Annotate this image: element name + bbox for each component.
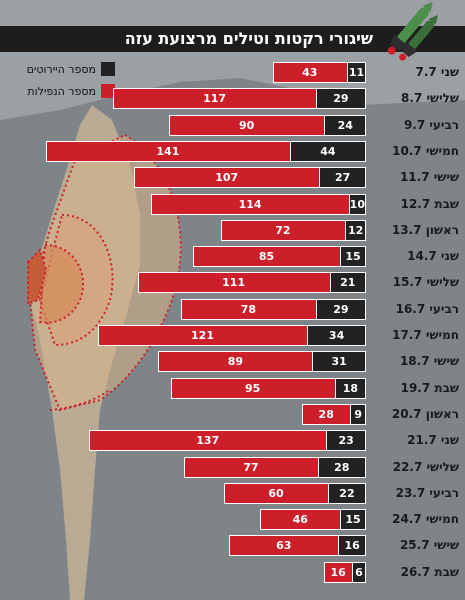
data-label-falls: 95 xyxy=(245,381,261,395)
data-label-falls: 137 xyxy=(196,434,220,448)
data-label-falls: 60 xyxy=(268,486,284,500)
data-label-falls: 90 xyxy=(238,118,255,132)
category-label: חמישי 10.7 xyxy=(392,143,459,158)
data-label-interceptions: 15 xyxy=(345,513,361,527)
bar-falls xyxy=(224,482,328,504)
category-label: שישי 11.7 xyxy=(399,170,459,185)
category-label: חמישי 24.7 xyxy=(392,512,459,527)
bar-falls xyxy=(158,351,313,373)
data-label-interceptions: 29 xyxy=(333,302,349,316)
category-label: חמישי 17.7 xyxy=(392,328,459,342)
category-label: רביעי 9.7 xyxy=(403,117,459,132)
data-label-falls: 63 xyxy=(276,539,292,553)
data-label-falls: 107 xyxy=(215,171,239,185)
category-label: שלישי 15.7 xyxy=(392,275,459,290)
data-label-falls: 72 xyxy=(275,223,291,237)
data-label-falls: 46 xyxy=(292,513,308,527)
bar-falls xyxy=(151,193,349,215)
data-label-interceptions: 18 xyxy=(342,381,359,395)
bar-falls xyxy=(324,561,352,583)
category-label: רביעי 23.7 xyxy=(395,485,459,500)
bar-falls xyxy=(193,246,341,268)
category-label: ראשון 20.7 xyxy=(391,406,459,421)
data-label-interceptions: 15 xyxy=(345,250,361,264)
data-label-interceptions: 44 xyxy=(320,144,336,158)
bar-falls xyxy=(272,62,347,83)
bar-falls xyxy=(260,509,341,531)
bar-falls xyxy=(220,219,346,241)
data-label-interceptions: 12 xyxy=(347,223,364,237)
category-label: שלישי 8.7 xyxy=(401,91,459,106)
bar-falls xyxy=(45,140,290,162)
data-label-interceptions: 6 xyxy=(355,565,363,579)
data-label-interceptions: 27 xyxy=(334,171,351,185)
legend-swatch-falls xyxy=(101,84,115,98)
bar-falls xyxy=(301,403,351,425)
data-label-interceptions: 23 xyxy=(338,434,354,448)
bar-falls xyxy=(97,325,308,346)
warning-zone-inner xyxy=(38,243,85,324)
bar-falls xyxy=(137,272,330,294)
category-label: שני 21.7 xyxy=(407,433,459,448)
bar-falls xyxy=(180,298,316,320)
data-label-interceptions: 34 xyxy=(328,329,345,342)
data-label-falls: 78 xyxy=(240,302,256,316)
chart-title: שיגורי רקטות וטילים מרצועת עזה xyxy=(124,29,373,48)
bar-falls xyxy=(170,377,335,399)
category-label: שבת 26.7 xyxy=(400,564,459,579)
bar-falls xyxy=(134,167,320,189)
legend-label-falls: מספר הנפילות xyxy=(27,84,96,98)
data-label-interceptions: 22 xyxy=(339,486,355,500)
data-label-interceptions: 24 xyxy=(337,118,353,132)
southern-arc xyxy=(49,389,111,411)
category-label: שישי 25.7 xyxy=(399,538,459,553)
data-label-falls: 77 xyxy=(243,460,259,474)
bar-falls xyxy=(89,430,327,452)
data-label-falls: 111 xyxy=(222,276,246,290)
rocket-icon xyxy=(387,2,438,61)
legend-label-interceptions: מספר היירוטים xyxy=(26,62,96,76)
data-label-interceptions: 9 xyxy=(354,407,363,421)
title-bar: שיגורי רקטות וטילים מרצועת עזה xyxy=(0,26,465,52)
data-label-interceptions: 11 xyxy=(348,66,365,79)
data-label-falls: 16 xyxy=(330,565,346,579)
category-label: שני 14.7 xyxy=(407,249,459,264)
data-label-interceptions: 21 xyxy=(340,276,356,290)
category-label: רביעי 16.7 xyxy=(395,301,459,316)
category-label: שבת 19.7 xyxy=(400,380,459,395)
category-label: שני 7.7 xyxy=(415,65,459,79)
data-label-falls: 43 xyxy=(302,66,318,79)
bar-falls xyxy=(229,535,339,557)
data-label-falls: 114 xyxy=(238,197,262,211)
category-label: שלישי 22.7 xyxy=(392,459,459,474)
legend-interceptions: מספר היירוטים xyxy=(27,62,115,76)
data-label-falls: 89 xyxy=(227,355,244,369)
data-label-interceptions: 31 xyxy=(331,355,347,369)
data-label-falls: 141 xyxy=(156,144,180,158)
data-label-falls: 117 xyxy=(203,92,227,106)
category-label: ראשון 13.7 xyxy=(391,222,459,237)
data-label-interceptions: 16 xyxy=(344,539,360,553)
legend-swatch-interceptions xyxy=(101,62,115,76)
data-label-interceptions: 10 xyxy=(349,197,365,211)
bar-falls xyxy=(168,114,325,136)
category-label: שישי 18.7 xyxy=(399,354,459,369)
legend-falls: מספר הנפילות xyxy=(27,84,115,98)
bar-falls xyxy=(113,88,316,110)
data-label-falls: 85 xyxy=(258,250,275,264)
category-label: שבת 12.7 xyxy=(400,196,459,211)
data-label-falls: 28 xyxy=(318,407,334,421)
data-label-interceptions: 28 xyxy=(334,460,350,474)
data-label-interceptions: 29 xyxy=(333,92,349,106)
data-label-falls: 121 xyxy=(191,329,214,342)
gaza-strip xyxy=(27,248,48,306)
bar-falls xyxy=(184,456,318,478)
